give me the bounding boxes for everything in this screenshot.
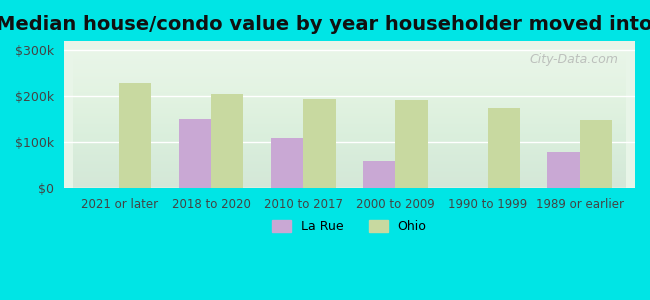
- Bar: [179, 119, 211, 188]
- Bar: [488, 108, 520, 188]
- Bar: [395, 100, 428, 188]
- Bar: [119, 82, 151, 188]
- Text: City-Data.com: City-Data.com: [529, 53, 618, 66]
- Bar: [363, 161, 395, 188]
- Bar: [211, 94, 244, 188]
- Title: Median house/condo value by year householder moved into unit: Median house/condo value by year househo…: [0, 15, 650, 34]
- Bar: [271, 138, 304, 188]
- Bar: [304, 99, 335, 188]
- Bar: [580, 120, 612, 188]
- Legend: La Rue, Ohio: La Rue, Ohio: [267, 215, 432, 238]
- Bar: [547, 152, 580, 188]
